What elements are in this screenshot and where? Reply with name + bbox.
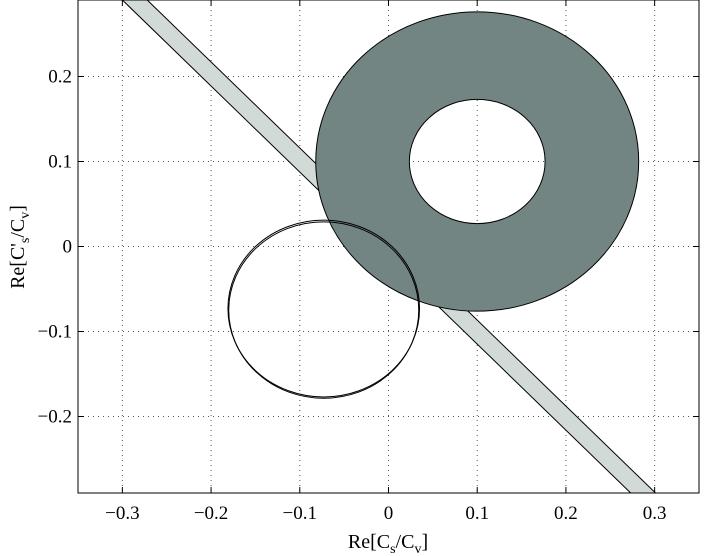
x-tick-label: 0.3 [643, 503, 667, 524]
ellipse-outline-inner [228, 221, 420, 399]
x-tick-label: 0.2 [554, 503, 578, 524]
regions [122, 0, 656, 493]
y-tick-label: 0.1 [48, 152, 72, 173]
x-tick-label: 0.1 [465, 503, 489, 524]
axis-ticks: −0.3 −0.2 −0.1 0 0.1 0.2 0.3 −0.2 −0.1 0 0.1 0.2 [38, 0, 699, 524]
x-tick-label: −0.2 [194, 503, 228, 524]
y-tick-label: −0.1 [38, 322, 72, 343]
y-axis-label: Re[C's/Cv] [7, 205, 33, 289]
x-tick-label: −0.3 [105, 503, 139, 524]
x-tick-label: −0.1 [283, 503, 317, 524]
ellipse-outline [227, 219, 421, 398]
x-axis-label: Re[Cs/Cv] [348, 531, 428, 556]
y-tick-label: 0.2 [48, 67, 72, 88]
y-tick-label: 0 [63, 237, 73, 258]
annulus-region [315, 11, 640, 312]
x-tick-label: 0 [384, 503, 394, 524]
y-tick-label: −0.2 [38, 407, 72, 428]
